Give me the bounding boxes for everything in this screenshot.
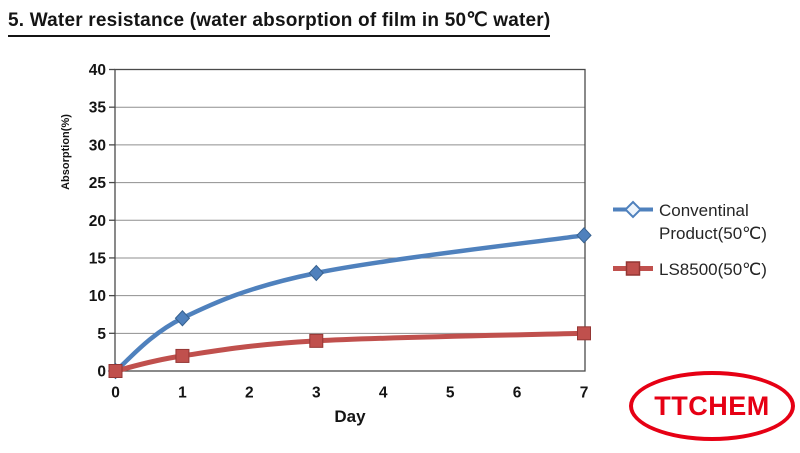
x-tick-label: 1 bbox=[178, 385, 187, 402]
y-tick-label: 40 bbox=[89, 62, 106, 79]
x-tick-label: 3 bbox=[312, 385, 321, 402]
data-point-diamond bbox=[174, 310, 191, 327]
y-tick-label: 0 bbox=[97, 364, 106, 381]
legend-entry-conventional-product: Conventinal Product(50℃) bbox=[612, 199, 797, 245]
legend-label-conventional-line1: Conventinal bbox=[659, 201, 749, 220]
y-tick-label: 20 bbox=[89, 213, 106, 230]
chart-legend: Conventinal Product(50℃) LS8500(50℃) bbox=[612, 199, 797, 281]
data-point-diamond bbox=[308, 264, 324, 282]
line-diamond-marker-icon bbox=[613, 200, 653, 219]
x-tick-label: 0 bbox=[111, 385, 120, 402]
series-line-conventional bbox=[113, 233, 587, 374]
y-tick-label: 30 bbox=[89, 137, 106, 154]
ttchem-logo-text: TTCHEM bbox=[654, 390, 770, 421]
y-tick-label: 15 bbox=[89, 250, 107, 267]
y-tick-label: 5 bbox=[97, 326, 106, 343]
y-axis-title: Absorption(%) bbox=[60, 114, 72, 190]
y-tick-label: 10 bbox=[89, 288, 106, 305]
series-line-ls8500 bbox=[113, 330, 587, 374]
x-tick-label: 5 bbox=[446, 385, 455, 402]
data-point-square bbox=[108, 364, 123, 378]
data-point-diamond bbox=[576, 227, 592, 244]
legend-label-ls8500: LS8500(50℃) bbox=[659, 260, 767, 279]
data-point-square bbox=[577, 326, 591, 341]
ttchem-logo: TTCHEM bbox=[629, 371, 795, 441]
x-tick-label: 7 bbox=[580, 385, 589, 402]
line-square-marker-icon bbox=[613, 261, 653, 276]
data-point-square bbox=[309, 333, 324, 348]
x-axis-title: Day bbox=[334, 407, 366, 426]
y-tick-label: 35 bbox=[89, 100, 107, 117]
page-title: 5. Water resistance (water absorption of… bbox=[8, 9, 551, 37]
legend-entry-ls8500: LS8500(50℃) bbox=[612, 258, 797, 281]
x-tick-label: 4 bbox=[379, 385, 388, 402]
legend-label-conventional-line2: Product(50℃) bbox=[659, 224, 767, 243]
x-tick-label: 2 bbox=[245, 385, 254, 402]
data-point-square bbox=[175, 348, 190, 363]
y-tick-label: 25 bbox=[89, 175, 107, 192]
x-tick-label: 6 bbox=[513, 385, 522, 402]
